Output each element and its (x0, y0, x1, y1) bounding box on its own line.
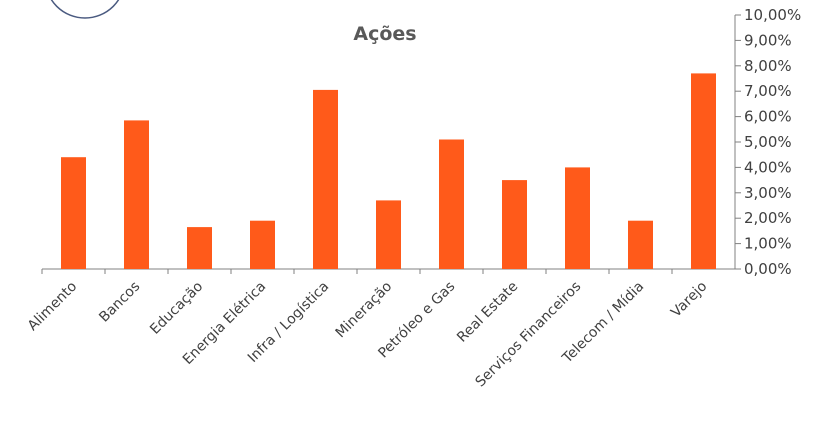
y-tick-label-6: 6,00% (744, 108, 792, 126)
y-tick-label-1: 1,00% (744, 235, 792, 253)
x-tick-label-10: Varejo (668, 279, 710, 321)
y-tick-label-10: 10,00% (744, 6, 801, 24)
y-tick-label-9: 9,00% (744, 31, 792, 49)
y-tick-label-4: 4,00% (744, 158, 792, 176)
bar-10 (691, 73, 716, 270)
chart-title: Ações (353, 23, 416, 45)
bar-8 (565, 167, 590, 269)
bar-1 (124, 120, 149, 270)
x-tick-label-1: Bancos (96, 279, 143, 326)
y-tick-label-3: 3,00% (744, 184, 792, 202)
logo-circle-decoration (50, 0, 120, 19)
x-tick-label-8: Serviços Financeiros (472, 279, 584, 391)
bar-4 (313, 89, 338, 270)
bars-group (61, 73, 716, 270)
bar-3 (250, 220, 275, 269)
bar-7 (502, 180, 527, 269)
y-tick-label-5: 5,00% (744, 133, 792, 151)
bar-5 (376, 200, 401, 269)
x-tick-label-5: Mineração (333, 279, 396, 342)
bar-9 (628, 220, 653, 269)
x-tick-label-2: Educação (147, 279, 206, 338)
x-tick-label-0: Alimento (25, 279, 81, 335)
bar-0 (61, 157, 86, 269)
y-ticks-group: 0,00% 1,00% 2,00% 3,00% 4,00% 5,00% 6,00% 7,00%… (735, 6, 801, 278)
y-tick-label-2: 2,00% (744, 209, 792, 227)
x-tick-label-7: Real Estate (454, 279, 521, 346)
y-tick-label-7: 7,00% (744, 82, 792, 100)
bar-6 (439, 139, 464, 269)
bar-2 (187, 227, 212, 269)
y-tick-label-8: 8,00% (744, 57, 792, 75)
y-tick-label-0: 0,00% (744, 260, 792, 278)
